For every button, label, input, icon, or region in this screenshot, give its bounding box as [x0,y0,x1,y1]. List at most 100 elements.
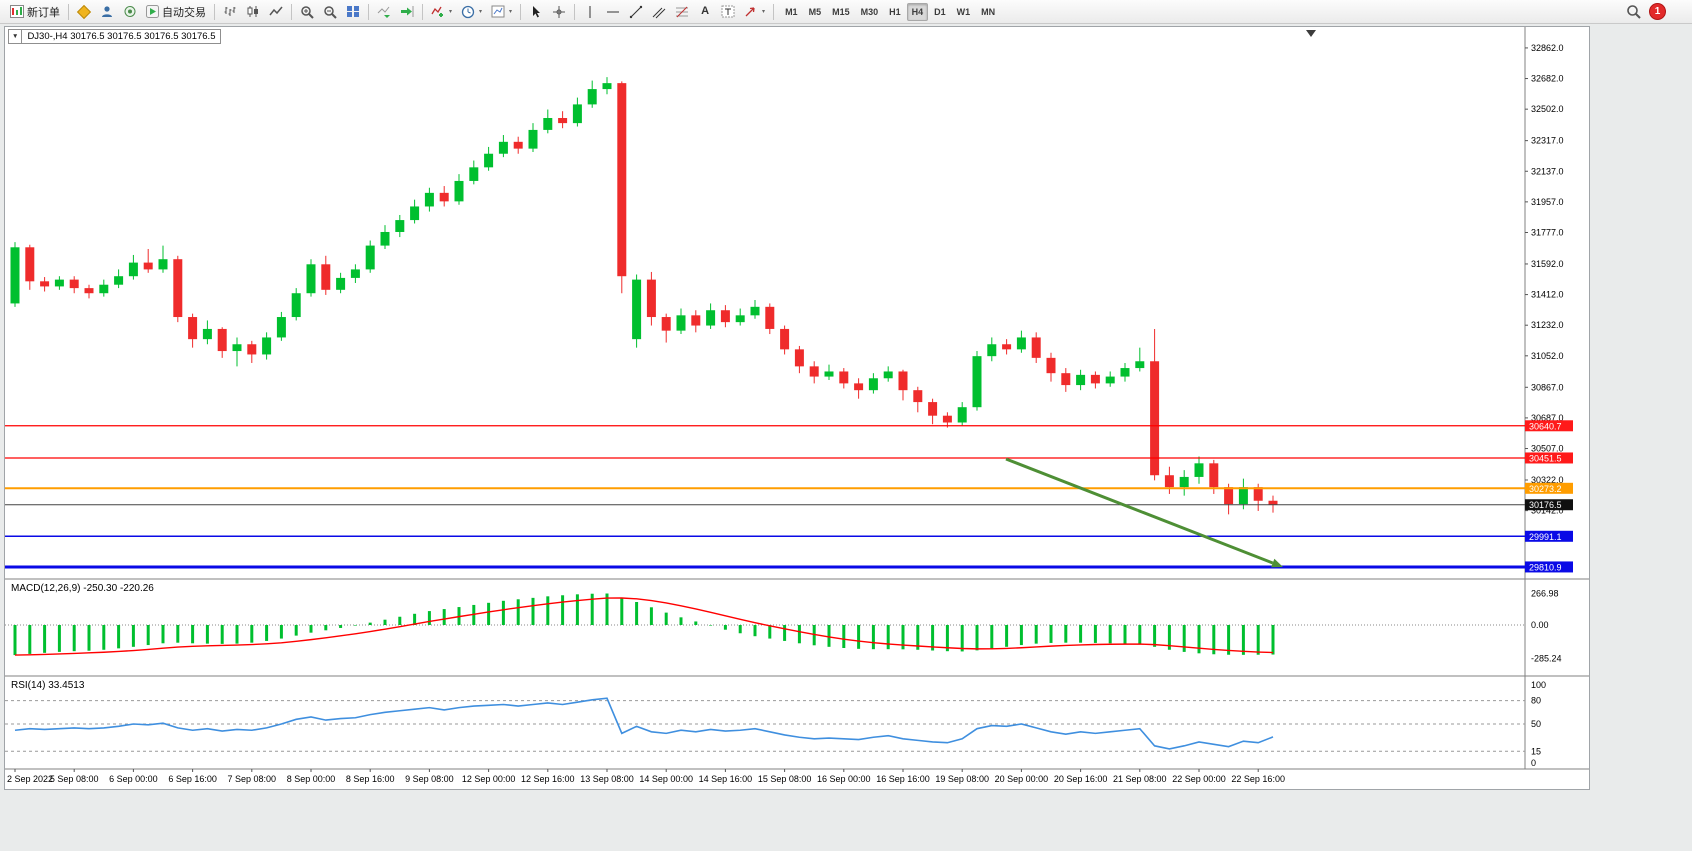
svg-text:30507.0: 30507.0 [1531,444,1564,454]
timeframe-mn[interactable]: MN [976,3,1000,21]
toolbar-separator [574,3,576,20]
trendline-icon [629,5,643,18]
svg-text:32862.0: 32862.0 [1531,43,1564,53]
timeframe-d1[interactable]: D1 [929,3,951,21]
timeframe-h1[interactable]: H1 [884,3,906,21]
chart-title: ▼ DJ30-,H4 30176.5 30176.5 30176.5 30176… [8,29,222,44]
svg-text:20 Sep 16:00: 20 Sep 16:00 [1054,774,1108,784]
candlestick-series[interactable] [10,77,1278,515]
trendline-button[interactable] [625,2,647,22]
auto-scroll-button[interactable] [373,2,395,22]
crosshair-icon [553,5,566,18]
candlestick-chart-button[interactable] [242,2,264,22]
svg-text:31957.0: 31957.0 [1531,197,1564,207]
chart-shift-marker[interactable] [1306,30,1316,37]
svg-text:30867.0: 30867.0 [1531,382,1564,392]
text-tool-button[interactable]: A [694,2,716,22]
toolbar: 新订单 自动交易 ▾ ▾ [0,0,1692,24]
fibonacci-button[interactable] [671,2,693,22]
svg-text:29991.1: 29991.1 [1529,532,1562,542]
svg-text:31232.0: 31232.0 [1531,320,1564,330]
chart-canvas[interactable]: 32862.0 32682.0 32502.0 32317.0 32137.0 31957… [5,27,1589,789]
svg-text:31777.0: 31777.0 [1531,227,1564,237]
arrow-tools-button[interactable]: ▾ [740,2,769,22]
notification-badge[interactable]: 1 [1649,3,1666,20]
horizontal-line-button[interactable] [602,2,624,22]
trend-arrow[interactable] [1005,457,1283,568]
indicators-caret-icon: ▾ [449,9,453,15]
svg-text:12 Sep 00:00: 12 Sep 00:00 [462,774,516,784]
fibonacci-icon [676,6,689,17]
svg-text:31592.0: 31592.0 [1531,259,1564,269]
svg-text:266.98: 266.98 [1531,588,1559,598]
timeframe-m5[interactable]: M5 [804,3,827,21]
bar-chart-button[interactable] [219,2,241,22]
auto-trading-button[interactable]: 自动交易 [142,2,210,22]
svg-text:19 Sep 08:00: 19 Sep 08:00 [935,774,989,784]
timeframe-w1[interactable]: W1 [952,3,976,21]
cursor-button[interactable] [525,2,547,22]
svg-text:5 Sep 08:00: 5 Sep 08:00 [50,774,99,784]
zoom-out-icon [324,5,337,19]
cursor-icon [533,5,541,17]
candlestick-chart-icon [247,6,258,17]
price-axis-level-labels: 30640.7 30451.5 30273.2 30176.5 29991.1 29810… [1525,420,1573,573]
svg-text:14 Sep 00:00: 14 Sep 00:00 [639,774,693,784]
search-icon[interactable] [1626,4,1641,19]
crosshair-button[interactable] [548,2,570,22]
channel-button[interactable] [648,2,670,22]
chart-shift-icon [401,6,414,17]
svg-text:100: 100 [1531,680,1546,690]
svg-text:21 Sep 08:00: 21 Sep 08:00 [1113,774,1167,784]
svg-text:30273.2: 30273.2 [1529,484,1562,494]
svg-text:32682.0: 32682.0 [1531,74,1564,84]
svg-text:7 Sep 08:00: 7 Sep 08:00 [228,774,277,784]
svg-text:16 Sep 16:00: 16 Sep 16:00 [876,774,930,784]
tile-windows-button[interactable] [342,2,364,22]
text-label-button[interactable] [717,2,739,22]
timeframe-m15[interactable]: M15 [827,3,855,21]
zoom-in-button[interactable] [296,2,318,22]
level-lines[interactable] [5,425,1525,569]
chart-title-text: DJ30-,H4 30176.5 30176.5 30176.5 30176.5 [22,29,222,44]
svg-text:13 Sep 08:00: 13 Sep 08:00 [580,774,634,784]
timeframe-m30[interactable]: M30 [856,3,884,21]
new-order-button[interactable]: 新订单 [6,2,64,22]
macd-pane: 266.98 0.00 -285.24 MACD(12,26,9) -250.30 -… [5,583,1562,664]
timeframe-h4[interactable]: H4 [906,2,929,21]
svg-text:30687.0: 30687.0 [1531,413,1564,423]
auto-scroll-icon [377,6,390,18]
market-watch-button[interactable] [73,2,95,22]
svg-text:8 Sep 16:00: 8 Sep 16:00 [346,774,395,784]
zoom-out-button[interactable] [319,2,341,22]
svg-text:0.00: 0.00 [1531,620,1549,630]
svg-text:-285.24: -285.24 [1531,654,1562,664]
svg-text:29810.9: 29810.9 [1529,562,1562,572]
svg-text:9 Sep 08:00: 9 Sep 08:00 [405,774,454,784]
svg-text:30142.0: 30142.0 [1531,506,1564,516]
toolbar-right-group: 1 [1626,3,1692,20]
templates-caret-icon: ▾ [509,9,513,15]
terminal-button[interactable] [119,2,141,22]
navigator-button[interactable] [96,2,118,22]
indicators-button[interactable]: ▾ [427,2,456,22]
zoom-in-icon [301,5,314,19]
svg-text:RSI(14) 33.4513: RSI(14) 33.4513 [11,680,85,691]
timeframe-m1[interactable]: M1 [780,3,803,21]
toolbar-separator [773,3,775,20]
auto-trading-icon [146,5,159,18]
periods-button[interactable]: ▾ [457,2,486,22]
svg-text:MACD(12,26,9) -250.30 -220.26: MACD(12,26,9) -250.30 -220.26 [11,583,154,594]
chart-shift-button[interactable] [396,2,418,22]
svg-text:32317.0: 32317.0 [1531,136,1564,146]
tile-windows-icon [347,6,359,17]
vertical-line-button[interactable] [579,2,601,22]
templates-button[interactable]: ▾ [487,2,516,22]
svg-text:80: 80 [1531,696,1541,706]
chart-title-dropdown-icon[interactable]: ▼ [8,29,23,44]
rsi-pane: 100 80 50 15 0 RSI(14) 33.4513 [5,680,1546,768]
auto-trading-label: 自动交易 [162,6,206,19]
line-chart-button[interactable] [265,2,287,22]
chart-window: ▼ DJ30-,H4 30176.5 30176.5 30176.5 30176… [4,26,1590,790]
